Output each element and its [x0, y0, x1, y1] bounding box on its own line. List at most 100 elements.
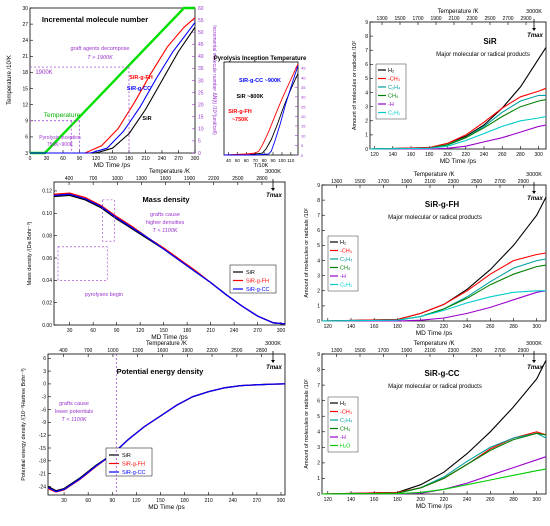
p6-subtitle: Major molecular or radical products [388, 384, 482, 390]
p3-tmax-arrowhead [271, 360, 275, 363]
p1-label-sir: SiR [142, 116, 151, 122]
p3-y-tick-label: -24 [39, 484, 46, 490]
p2-x-tick-label: 210 [206, 328, 215, 334]
p5-y-tick-label: 3 [317, 273, 320, 279]
p4-x-tick-label: 180 [425, 152, 434, 158]
p2-top-tick-label: 1900 [184, 176, 195, 182]
p6-top-tick-label: 2300 [448, 348, 459, 354]
p6-series-3 [321, 432, 547, 495]
p6-x-tick-label: 220 [440, 497, 449, 503]
p5-x-tick-label: 300 [533, 324, 542, 330]
p1-yr-tick-label: 0 [198, 151, 201, 157]
p5-top-tick-label: 2500 [471, 179, 482, 185]
p2-anno-1: grafts cause [150, 212, 180, 218]
p5-x-tick-label: 120 [324, 324, 333, 330]
p6-y-tick-label: 1 [317, 476, 320, 482]
p3-legend-box [105, 447, 153, 477]
p6-x-tick-label: 140 [347, 497, 356, 503]
p5-ylabel: Amount of molecules or radicals /10² [304, 208, 310, 297]
p6-frame [321, 353, 547, 495]
p3-y-tick-label: -6 [42, 407, 47, 413]
p5-y-tick-label: 0 [317, 319, 320, 325]
p1-anno-graft: graft agents decompose [70, 46, 129, 52]
p3-x-tick-label: 270 [253, 498, 262, 504]
p4-legend-label: C₂H₂ [388, 111, 400, 117]
p5-legend-label: C₂H₂ [340, 283, 352, 289]
p6-y-tick-label: 8 [317, 367, 320, 373]
p3-frame [47, 353, 286, 496]
p3-x-tick-label: 240 [229, 498, 238, 504]
inset-title: Pyrolysis Inception Temperature [214, 56, 307, 62]
p6-x-tick-label: 200 [416, 497, 425, 503]
p6-x-tick-label: 260 [486, 497, 495, 503]
p1-x-tick-label: 0 [29, 156, 32, 162]
p5-legend-box [327, 235, 359, 292]
p6-top-tick-label: 2500 [471, 348, 482, 354]
p1-x-tick-label: 210 [141, 156, 150, 162]
p2-x-tick-label: 120 [136, 328, 145, 334]
p4-x-tick-label: 300 [535, 152, 544, 158]
p5-y-tick-label: 5 [317, 243, 320, 249]
p5-top-tick-label: 2300 [448, 179, 459, 185]
inset-y-tick-label: 35 [301, 85, 306, 90]
p6-legend-label: -H [340, 435, 346, 441]
p3-xlabel: MD Time /ps [148, 504, 185, 511]
p1-x-tick-label: 270 [174, 156, 183, 162]
p3-y-tick-label: -15 [39, 446, 46, 452]
p5-y-tick-label: 9 [317, 183, 320, 189]
p5-top-tick-label: 1500 [354, 179, 365, 185]
p6-x-tick-label: 120 [324, 497, 333, 503]
p3-x-tick-label: 210 [205, 498, 214, 504]
p2-legend-label: SiR-g-CC [246, 287, 270, 293]
p3-legend-label: SiR-g-FH [122, 462, 145, 468]
p5-legend-label: CH₄ [340, 266, 351, 272]
p4-top-tick-label: 1700 [412, 16, 423, 22]
p5-x-tick-label: 260 [486, 324, 495, 330]
p6-top-tick-label: 1700 [378, 348, 389, 354]
p2-frame [53, 181, 286, 326]
p5-tmax-label: Tmax [527, 196, 543, 202]
p5-top-axis-end: 3000K [526, 172, 542, 178]
p1-yr-tick-label: 40 [198, 54, 204, 60]
inset-y-tick-label: 40 [301, 75, 306, 80]
p3-x-tick-label: 90 [109, 498, 115, 504]
p2-y-tick-label: 0.08 [42, 233, 52, 239]
p4-tmax-arrowhead [532, 28, 536, 31]
inset-y-tick-label: 10 [301, 133, 306, 138]
p6-y-tick-label: 4 [317, 430, 320, 436]
p4-x-tick-label: 260 [498, 152, 507, 158]
p2-dash-box [102, 199, 115, 242]
p1-temperature-line [30, 6, 195, 155]
p4-x-tick-label: 240 [480, 152, 489, 158]
p4-y-tick-label: 1 [365, 133, 368, 139]
p5-x-tick-label: 280 [509, 324, 518, 330]
p4-top-tick-label: 1500 [394, 16, 405, 22]
p2-top-tick-label: 2500 [232, 176, 243, 182]
p1-anno-graft-t: T > 1900K [87, 55, 113, 61]
p2-top-tick-label: 700 [89, 176, 98, 182]
p1-anno-pyro-t: 750K~900K [47, 142, 74, 148]
p1-yl-tick-label: 15 [22, 86, 28, 92]
inset-series-2 [224, 65, 299, 156]
p4-y-tick-label: 6 [365, 62, 368, 68]
p2-x-tick-label: 240 [230, 328, 239, 334]
p3-top-tick-label: 2500 [231, 348, 242, 354]
p1-yl-tick-label: 6 [25, 135, 28, 141]
p2-legend-label: SiR-g-FH [246, 279, 269, 285]
p4-series-5 [369, 115, 547, 150]
p6-top-tick-label: 2900 [518, 348, 529, 354]
p1-series-2 [30, 22, 196, 154]
p3-top-tick-label: 700 [84, 348, 93, 354]
p1-yr-tick-label: 55 [198, 18, 204, 24]
p6-series-5 [321, 468, 547, 495]
p5-top-tick-label: 2100 [424, 179, 435, 185]
p3-top-tick-label: 1900 [182, 348, 193, 354]
p4-y-tick-label: 4 [365, 90, 368, 96]
p4-legend-label: CH₄ [388, 94, 399, 100]
p5-y-tick-label: 2 [317, 289, 320, 295]
p2-top-tick-label: 1300 [136, 176, 147, 182]
p6-top-tick-label: 1500 [354, 348, 365, 354]
p6-xlabel: MD Time /ps [416, 503, 453, 510]
